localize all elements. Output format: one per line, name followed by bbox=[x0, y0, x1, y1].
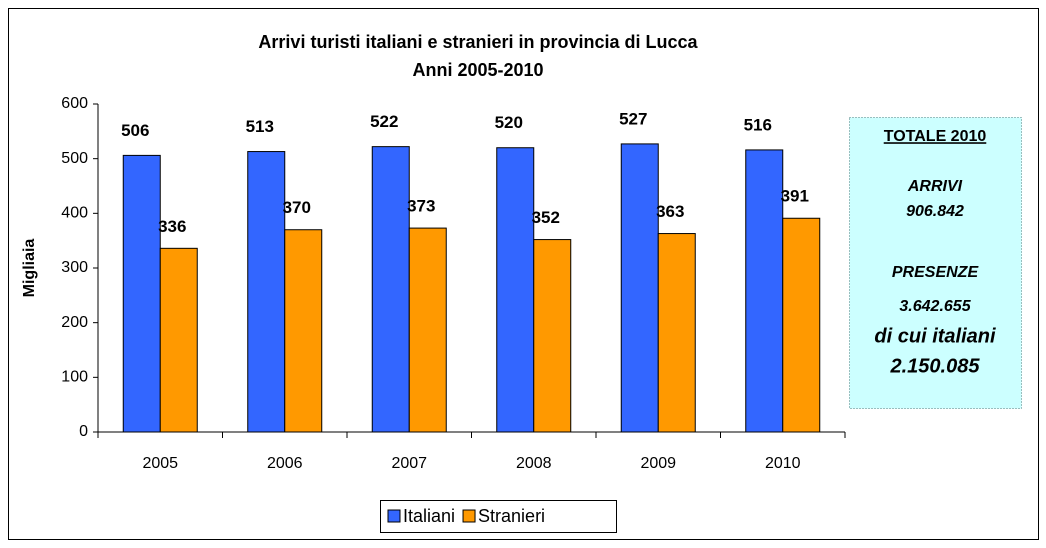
bar bbox=[496, 147, 535, 433]
annotation-line: PRESENZE bbox=[892, 264, 980, 281]
data-label: 520 bbox=[495, 113, 523, 132]
legend-label: Italiani bbox=[403, 506, 455, 526]
data-label: 516 bbox=[744, 115, 772, 134]
annotation-heading: TOTALE 2010 bbox=[884, 128, 987, 145]
data-label: 513 bbox=[246, 117, 274, 136]
y-tick-label: 300 bbox=[61, 259, 88, 276]
x-tick-label: 2009 bbox=[640, 455, 676, 472]
data-label: 527 bbox=[619, 109, 647, 128]
legend-swatch bbox=[387, 509, 401, 523]
bar bbox=[371, 146, 410, 433]
data-label: 363 bbox=[656, 202, 684, 221]
data-label: 391 bbox=[781, 187, 809, 206]
data-label: 506 bbox=[121, 121, 149, 140]
bar bbox=[620, 143, 659, 433]
x-tick-label: 2007 bbox=[391, 455, 427, 472]
bar bbox=[159, 247, 198, 433]
y-tick-label: 500 bbox=[61, 150, 88, 167]
y-axis-label: Migliaia bbox=[21, 239, 38, 298]
annotation-box bbox=[849, 117, 1022, 409]
bar bbox=[247, 151, 286, 433]
x-tick-label: 2006 bbox=[267, 455, 303, 472]
x-tick-label: 2010 bbox=[765, 455, 801, 472]
y-tick-label: 600 bbox=[61, 95, 88, 112]
y-tick-label: 400 bbox=[61, 205, 88, 222]
data-label: 336 bbox=[158, 217, 186, 236]
data-label: 373 bbox=[407, 197, 435, 216]
legend-box bbox=[380, 500, 617, 533]
annotation-line: ARRIVI bbox=[907, 178, 963, 195]
x-tick-label: 2005 bbox=[142, 455, 178, 472]
data-label: 370 bbox=[283, 198, 311, 217]
y-tick-label: 0 bbox=[79, 423, 88, 440]
chart-title: Arrivi turisti italiani e stranieri in p… bbox=[258, 32, 698, 52]
bar bbox=[533, 239, 572, 433]
bar bbox=[782, 217, 821, 433]
legend-label: Stranieri bbox=[478, 506, 545, 526]
bar bbox=[122, 154, 161, 433]
chart-subtitle: Anni 2005-2010 bbox=[412, 60, 543, 80]
data-label: 522 bbox=[370, 112, 398, 131]
data-label: 352 bbox=[532, 208, 560, 227]
annotation-line: 3.642.655 bbox=[899, 298, 971, 315]
legend-swatch bbox=[462, 509, 476, 523]
annotation-line: 2.150.085 bbox=[890, 355, 981, 377]
annotation-line: 906.842 bbox=[906, 203, 964, 220]
y-tick-label: 100 bbox=[61, 369, 88, 386]
annotation-line: di cui italiani bbox=[874, 325, 996, 347]
bar bbox=[408, 227, 447, 433]
bar bbox=[657, 233, 696, 433]
x-tick-label: 2008 bbox=[516, 455, 552, 472]
bar bbox=[745, 149, 784, 433]
bar bbox=[284, 229, 323, 433]
y-tick-label: 200 bbox=[61, 314, 88, 331]
